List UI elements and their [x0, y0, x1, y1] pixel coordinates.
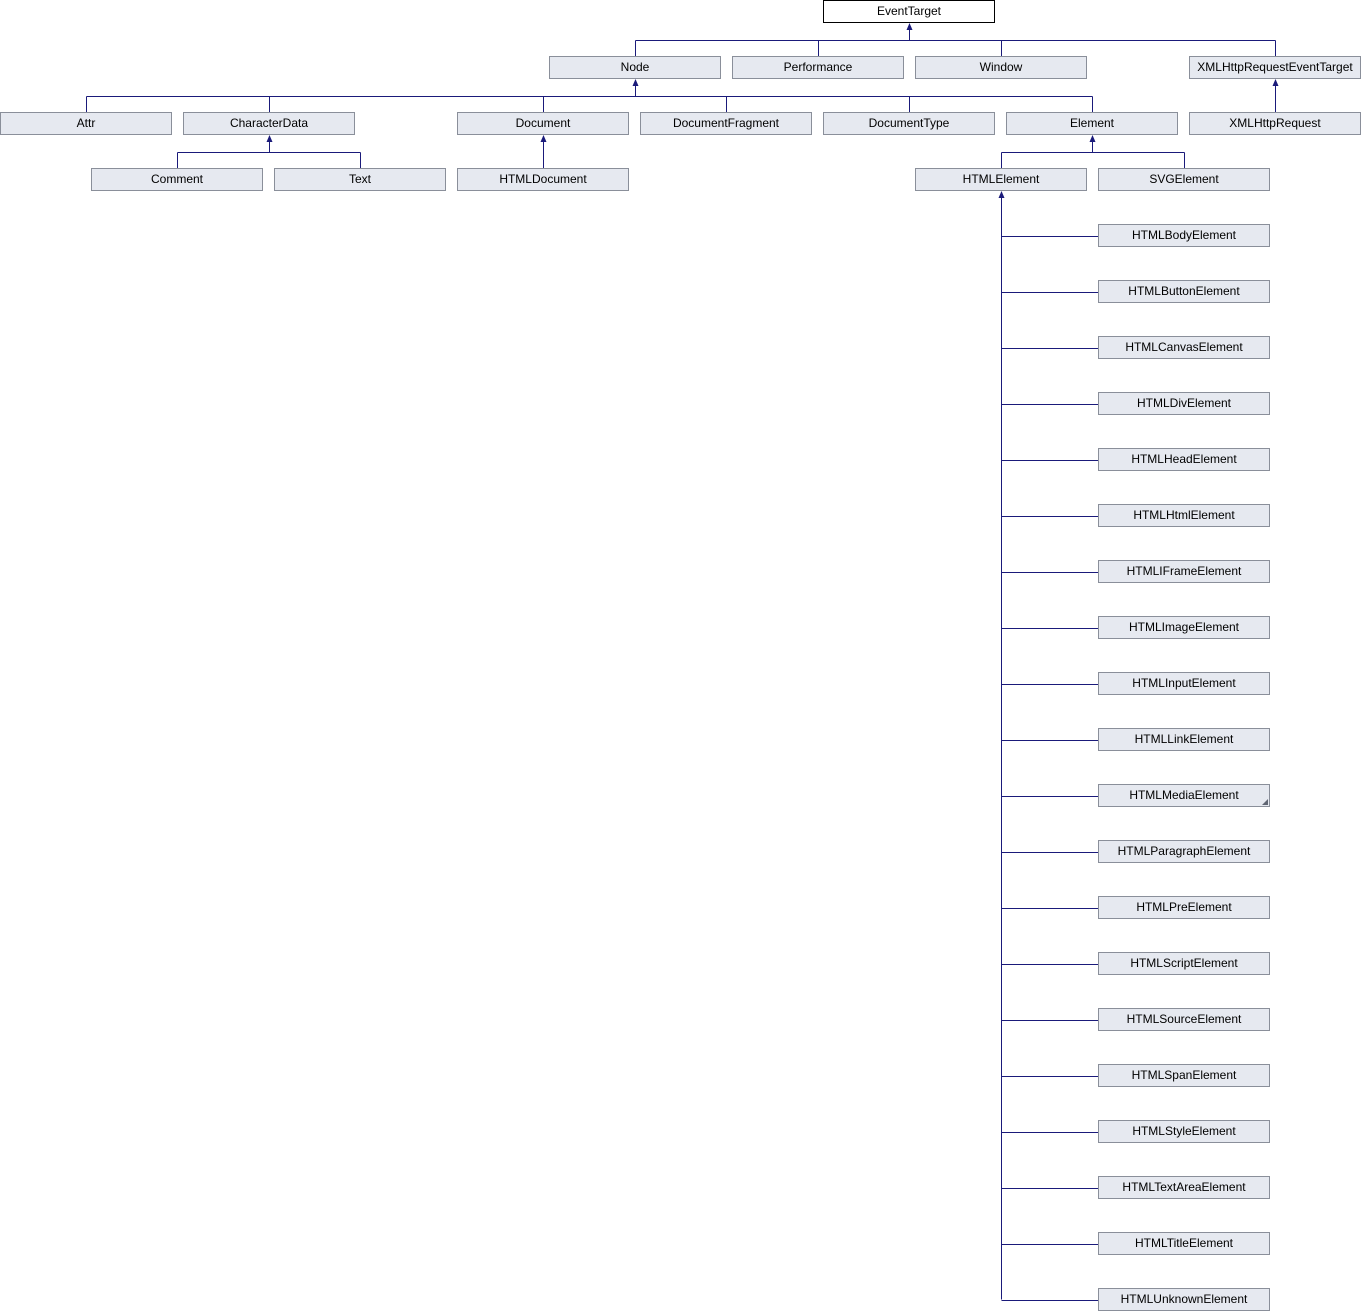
node-document[interactable]: Document — [457, 112, 629, 135]
inheritance-arrow-icon — [998, 191, 1005, 198]
node-htmlmediaelement-label: HTMLMediaElement — [1129, 788, 1239, 802]
node-documentfragment[interactable]: DocumentFragment — [640, 112, 812, 135]
node-htmlimageelement[interactable]: HTMLImageElement — [1098, 616, 1270, 639]
node-htmlpreelement[interactable]: HTMLPreElement — [1098, 896, 1270, 919]
inheritance-arrow-icon — [266, 135, 273, 142]
inheritance-arrow-icon — [1272, 79, 1279, 86]
node-svgelement[interactable]: SVGElement — [1098, 168, 1270, 191]
node-attr[interactable]: Attr — [0, 112, 172, 135]
node-htmlspanelement[interactable]: HTMLSpanElement — [1098, 1064, 1270, 1087]
node-text[interactable]: Text — [274, 168, 446, 191]
inheritance-arrow-icon — [906, 23, 913, 30]
node-htmliframeelement[interactable]: HTMLIFrameElement — [1098, 560, 1270, 583]
node-performance[interactable]: Performance — [732, 56, 904, 79]
node-htmlunknownelement[interactable]: HTMLUnknownElement — [1098, 1288, 1270, 1311]
node-htmlscriptelement[interactable]: HTMLScriptElement — [1098, 952, 1270, 975]
node-xmlhttprequesteventtarget[interactable]: XMLHttpRequestEventTarget — [1189, 56, 1361, 79]
node-htmlcanvaselement[interactable]: HTMLCanvasElement — [1098, 336, 1270, 359]
node-htmlhtmlelement[interactable]: HTMLHtmlElement — [1098, 504, 1270, 527]
node-htmlbuttonelement[interactable]: HTMLButtonElement — [1098, 280, 1270, 303]
node-htmlparagraphelement[interactable]: HTMLParagraphElement — [1098, 840, 1270, 863]
has-subclasses-corner-icon — [1262, 799, 1268, 805]
node-htmlinputelement[interactable]: HTMLInputElement — [1098, 672, 1270, 695]
node-htmllinkelement[interactable]: HTMLLinkElement — [1098, 728, 1270, 751]
node-htmlelement[interactable]: HTMLElement — [915, 168, 1087, 191]
node-htmltextareaelement[interactable]: HTMLTextAreaElement — [1098, 1176, 1270, 1199]
node-eventtarget[interactable]: EventTarget — [823, 0, 995, 23]
node-htmlheadelement[interactable]: HTMLHeadElement — [1098, 448, 1270, 471]
node-htmlstyleelement[interactable]: HTMLStyleElement — [1098, 1120, 1270, 1143]
node-htmldivelement[interactable]: HTMLDivElement — [1098, 392, 1270, 415]
node-node[interactable]: Node — [549, 56, 721, 79]
node-htmlmediaelement[interactable]: HTMLMediaElement — [1098, 784, 1270, 807]
node-htmldocument[interactable]: HTMLDocument — [457, 168, 629, 191]
node-documenttype[interactable]: DocumentType — [823, 112, 995, 135]
node-xmlhttprequest[interactable]: XMLHttpRequest — [1189, 112, 1361, 135]
node-comment[interactable]: Comment — [91, 168, 263, 191]
node-window[interactable]: Window — [915, 56, 1087, 79]
node-htmlsourceelement[interactable]: HTMLSourceElement — [1098, 1008, 1270, 1031]
inheritance-arrow-icon — [540, 135, 547, 142]
node-element[interactable]: Element — [1006, 112, 1178, 135]
node-htmlbodyelement[interactable]: HTMLBodyElement — [1098, 224, 1270, 247]
inheritance-arrow-icon — [1089, 135, 1096, 142]
node-characterdata[interactable]: CharacterData — [183, 112, 355, 135]
inheritance-arrow-icon — [632, 79, 639, 86]
node-htmltitleelement[interactable]: HTMLTitleElement — [1098, 1232, 1270, 1255]
